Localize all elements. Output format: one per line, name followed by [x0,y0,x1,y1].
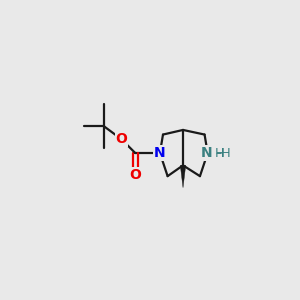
Text: N: N [154,146,166,160]
Text: O: O [129,168,141,182]
Text: –H: –H [215,146,231,160]
Text: H: H [214,146,224,160]
Text: N: N [201,146,213,160]
Polygon shape [180,165,186,188]
Text: O: O [116,132,127,146]
